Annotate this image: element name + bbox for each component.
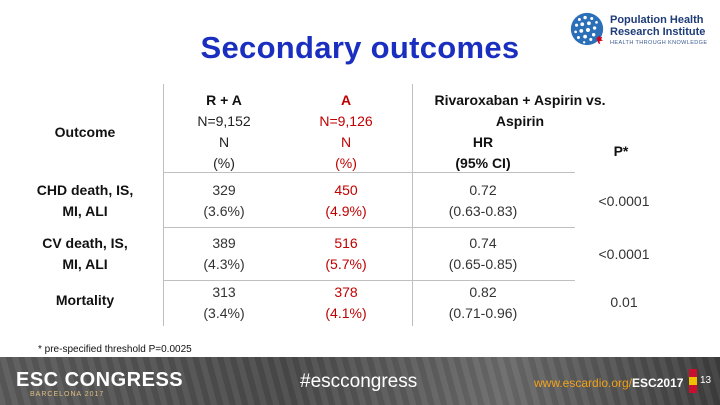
row2-p: <0.0001 <box>598 246 650 262</box>
header-ra-pct: (%) <box>213 155 235 171</box>
row2-hr: 0.74 <box>469 235 497 251</box>
header-ra-n: N=9,152 <box>197 113 251 129</box>
congress-footer: ESC CONGRESS BARCELONA 2017 #esccongress… <box>0 357 720 405</box>
logo-line-2: Research Institute <box>610 26 706 38</box>
page-number: 13 <box>700 375 712 386</box>
row2-outcome-line2: MI, ALI <box>62 256 108 272</box>
header-a-n: N=9,126 <box>319 113 373 129</box>
row1-ra-pct: (3.6%) <box>203 203 245 219</box>
footer-website[interactable]: www.escardio.org/ESC2017 <box>534 376 683 390</box>
footer-city: BARCELONA 2017 <box>30 391 105 398</box>
logo-line-1: Population Health <box>610 14 704 26</box>
row1-p: <0.0001 <box>598 193 650 209</box>
footer-brand: ESC CONGRESS <box>16 369 184 391</box>
row2-a-count: 516 <box>334 235 358 251</box>
row3-outcome: Mortality <box>55 292 115 308</box>
row1-hr: 0.72 <box>469 182 497 198</box>
header-outcome: Outcome <box>54 124 116 140</box>
row3-ra-count: 313 <box>212 284 236 300</box>
header-hr-ci: (95% CI) <box>455 155 511 171</box>
row-divider <box>163 280 575 281</box>
row2-hr-ci: (0.65-0.85) <box>448 256 518 272</box>
row1-a-count: 450 <box>334 182 358 198</box>
footer-hashtag: #esccongress <box>300 371 418 392</box>
column-divider <box>163 84 164 326</box>
column-divider <box>412 84 413 326</box>
row2-ra-count: 389 <box>212 235 236 251</box>
row-divider <box>163 172 575 173</box>
header-ra-count: N <box>218 134 230 150</box>
footnote: * pre-specified threshold P=0.0025 <box>38 344 192 355</box>
row1-a-pct: (4.9%) <box>325 203 367 219</box>
header-a-label: A <box>340 92 352 108</box>
row3-hr: 0.82 <box>469 284 497 300</box>
row1-outcome-line1: CHD death, IS, <box>36 182 134 198</box>
row2-ra-pct: (4.3%) <box>203 256 245 272</box>
footer-website-prefix: www.escardio.org/ <box>534 376 633 390</box>
row3-hr-ci: (0.71-0.96) <box>448 305 518 321</box>
row3-ra-pct: (3.4%) <box>203 305 245 321</box>
header-comparison-line2: Aspirin <box>495 113 545 129</box>
header-a-count: N <box>340 134 352 150</box>
header-hr: HR <box>472 134 494 150</box>
row1-ra-count: 329 <box>212 182 236 198</box>
row-divider <box>163 227 575 228</box>
phri-logo: Population Health Research Institute HEA… <box>568 8 716 52</box>
slide-title: Secondary outcomes <box>200 30 520 65</box>
row2-a-pct: (5.7%) <box>325 256 367 272</box>
header-a-pct: (%) <box>335 155 357 171</box>
footer-website-bold: ESC2017 <box>632 376 684 390</box>
row2-outcome-line1: CV death, IS, <box>42 235 128 251</box>
globe-icon <box>570 12 604 46</box>
logo-tagline: HEALTH THROUGH KNOWLEDGE <box>610 40 708 46</box>
header-ra-label: R + A <box>206 92 242 108</box>
flag-stripe-icon <box>689 369 697 393</box>
row3-a-count: 378 <box>334 284 358 300</box>
row1-hr-ci: (0.63-0.83) <box>448 203 518 219</box>
row3-a-pct: (4.1%) <box>325 305 367 321</box>
header-p: P* <box>613 143 629 159</box>
header-comparison-line1: Rivaroxaban + Aspirin vs. <box>434 92 606 108</box>
row1-outcome-line2: MI, ALI <box>62 203 108 219</box>
row3-p: 0.01 <box>610 294 638 310</box>
